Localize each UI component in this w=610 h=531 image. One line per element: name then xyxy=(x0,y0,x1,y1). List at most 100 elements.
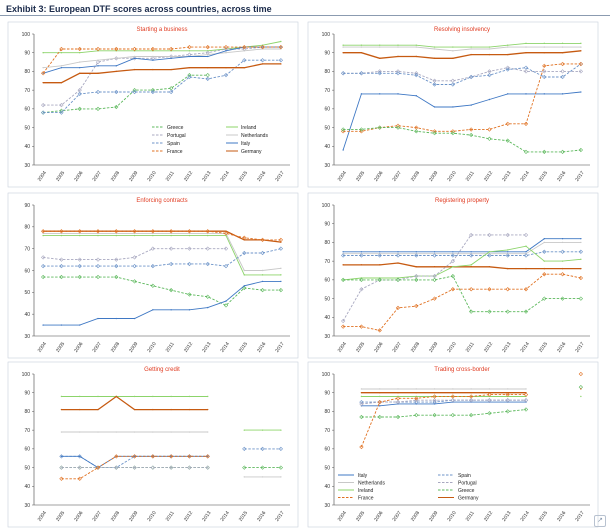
data-point xyxy=(561,260,564,262)
data-point xyxy=(150,229,155,234)
x-tick-label: 2009 xyxy=(428,341,439,354)
data-point xyxy=(507,93,509,95)
data-point xyxy=(505,232,510,238)
y-tick-label: 70 xyxy=(24,428,30,434)
legend-label: Greece xyxy=(458,488,475,494)
data-point xyxy=(223,73,229,78)
data-point xyxy=(507,249,509,251)
data-point xyxy=(97,408,99,411)
data-point xyxy=(60,455,63,458)
y-tick-label: 80 xyxy=(24,69,30,75)
y-tick-label: 80 xyxy=(24,225,30,231)
x-tick-label: 2008 xyxy=(410,510,421,523)
data-point xyxy=(97,59,99,61)
data-point xyxy=(415,55,417,58)
data-point xyxy=(414,129,419,134)
series-line xyxy=(43,74,208,114)
expand-icon[interactable]: ↗ xyxy=(594,515,606,527)
data-point xyxy=(133,232,136,235)
data-point xyxy=(243,239,245,241)
data-point xyxy=(133,395,136,398)
series-ireland xyxy=(342,245,582,281)
data-point xyxy=(543,267,545,270)
data-point xyxy=(242,250,247,256)
data-point xyxy=(397,388,399,390)
x-tick-label: 2008 xyxy=(110,341,121,354)
series-line xyxy=(343,273,581,331)
data-point xyxy=(207,66,209,69)
data-point xyxy=(207,306,209,309)
legend-label: Ireland xyxy=(241,125,257,131)
data-point xyxy=(79,395,81,398)
data-point xyxy=(543,52,545,54)
x-tick-label: 2015 xyxy=(238,341,249,354)
y-tick-label: 40 xyxy=(24,144,30,150)
data-point xyxy=(132,454,137,459)
data-point xyxy=(152,234,154,237)
x-tick-label: 2011 xyxy=(465,510,476,522)
data-point xyxy=(261,429,264,431)
data-point xyxy=(95,46,101,52)
data-point xyxy=(261,476,264,478)
data-point xyxy=(469,394,474,399)
data-point xyxy=(507,388,509,390)
legend-label: Italy xyxy=(241,141,251,147)
x-tick-label: 2010 xyxy=(146,510,157,523)
data-point xyxy=(207,431,209,433)
y-tick-label: 80 xyxy=(24,409,30,415)
data-point xyxy=(205,454,210,459)
data-point xyxy=(225,232,227,235)
x-tick-label: 2016 xyxy=(256,341,267,354)
y-tick-label: 80 xyxy=(324,240,330,246)
series-france xyxy=(41,44,283,76)
x-tick-label: 2011 xyxy=(165,170,176,182)
data-point xyxy=(470,48,472,50)
series-ireland xyxy=(60,395,282,431)
y-tick-label: 60 xyxy=(324,447,330,453)
series-line xyxy=(343,245,581,281)
data-point xyxy=(115,57,117,60)
data-point xyxy=(59,110,64,115)
data-point xyxy=(580,42,582,45)
data-point xyxy=(377,414,382,420)
x-tick-label: 2016 xyxy=(256,510,267,523)
data-point xyxy=(377,125,382,130)
data-point xyxy=(280,40,282,43)
legend-label: Germany xyxy=(241,149,262,155)
data-point xyxy=(77,88,82,93)
series-line xyxy=(361,409,527,418)
data-point xyxy=(42,234,44,237)
data-point xyxy=(414,125,419,130)
data-point xyxy=(77,257,82,262)
data-point xyxy=(42,324,44,326)
data-point xyxy=(60,234,63,237)
data-point xyxy=(188,66,191,69)
x-tick-label: 2010 xyxy=(146,170,157,183)
data-point xyxy=(450,287,455,292)
data-point xyxy=(487,392,492,397)
y-tick-label: 90 xyxy=(324,222,330,228)
legend-label: Spain xyxy=(167,141,180,147)
data-point xyxy=(359,414,364,420)
data-point xyxy=(41,110,46,115)
series-line xyxy=(43,248,226,261)
data-point xyxy=(360,93,363,95)
data-point xyxy=(97,395,99,398)
x-tick-label: 2006 xyxy=(73,170,84,183)
data-point xyxy=(397,55,399,58)
series-line xyxy=(361,401,526,407)
y-tick-label: 40 xyxy=(324,315,330,321)
x-tick-label: 2005 xyxy=(355,170,366,183)
x-tick-label: 2005 xyxy=(355,341,366,354)
series-line xyxy=(361,399,526,405)
data-point xyxy=(223,231,229,236)
data-point xyxy=(507,44,509,46)
data-point xyxy=(225,234,227,237)
data-point xyxy=(114,454,119,459)
data-point xyxy=(280,280,282,283)
series-line xyxy=(43,280,281,326)
x-tick-label: 2013 xyxy=(501,341,512,354)
data-point xyxy=(79,52,81,54)
data-point xyxy=(415,251,417,253)
data-point xyxy=(115,431,117,433)
